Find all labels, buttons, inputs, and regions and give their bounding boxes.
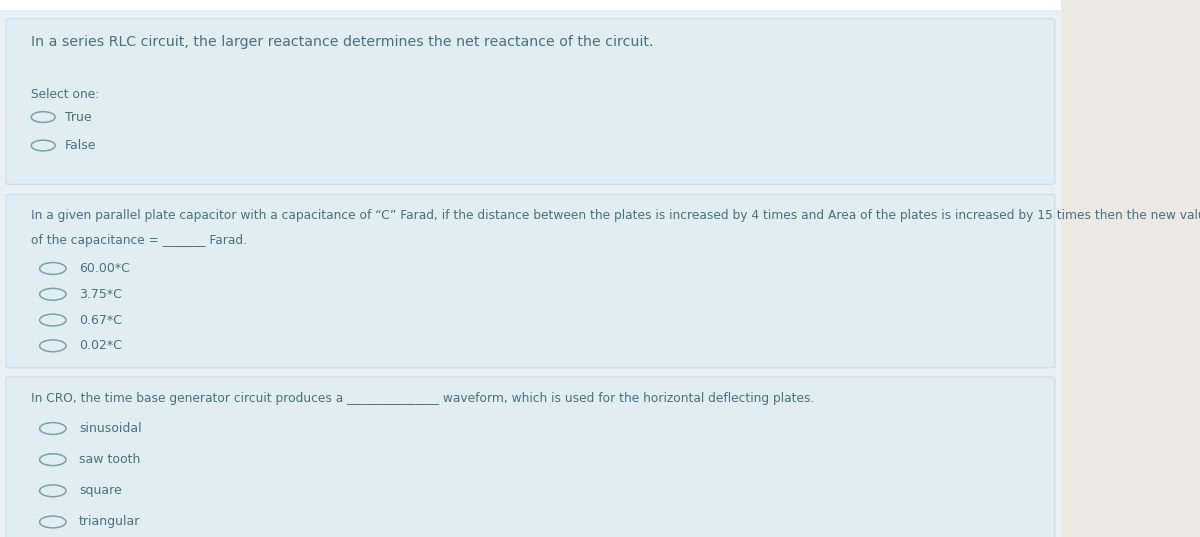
FancyBboxPatch shape — [6, 194, 1055, 368]
FancyBboxPatch shape — [6, 19, 1055, 184]
Text: Select one:: Select one: — [31, 88, 100, 100]
Text: sinusoidal: sinusoidal — [79, 422, 142, 435]
Text: 0.67*C: 0.67*C — [79, 314, 122, 326]
FancyBboxPatch shape — [0, 0, 1061, 10]
Text: False: False — [65, 139, 96, 152]
Text: 3.75*C: 3.75*C — [79, 288, 122, 301]
Text: square: square — [79, 484, 122, 497]
Text: In a series RLC circuit, the larger reactance determines the net reactance of th: In a series RLC circuit, the larger reac… — [31, 35, 654, 49]
Text: saw tooth: saw tooth — [79, 453, 140, 466]
Text: of the capacitance = _______ Farad.: of the capacitance = _______ Farad. — [31, 234, 247, 246]
Text: True: True — [65, 111, 91, 124]
Text: 60.00*C: 60.00*C — [79, 262, 130, 275]
Text: triangular: triangular — [79, 516, 140, 528]
Text: In CRO, the time base generator circuit produces a _______________ waveform, whi: In CRO, the time base generator circuit … — [31, 392, 815, 405]
FancyBboxPatch shape — [6, 377, 1055, 537]
FancyBboxPatch shape — [1061, 0, 1200, 537]
Text: In a given parallel plate capacitor with a capacitance of “C” Farad, if the dist: In a given parallel plate capacitor with… — [31, 209, 1200, 222]
FancyBboxPatch shape — [1061, 0, 1200, 10]
Text: 0.02*C: 0.02*C — [79, 339, 122, 352]
